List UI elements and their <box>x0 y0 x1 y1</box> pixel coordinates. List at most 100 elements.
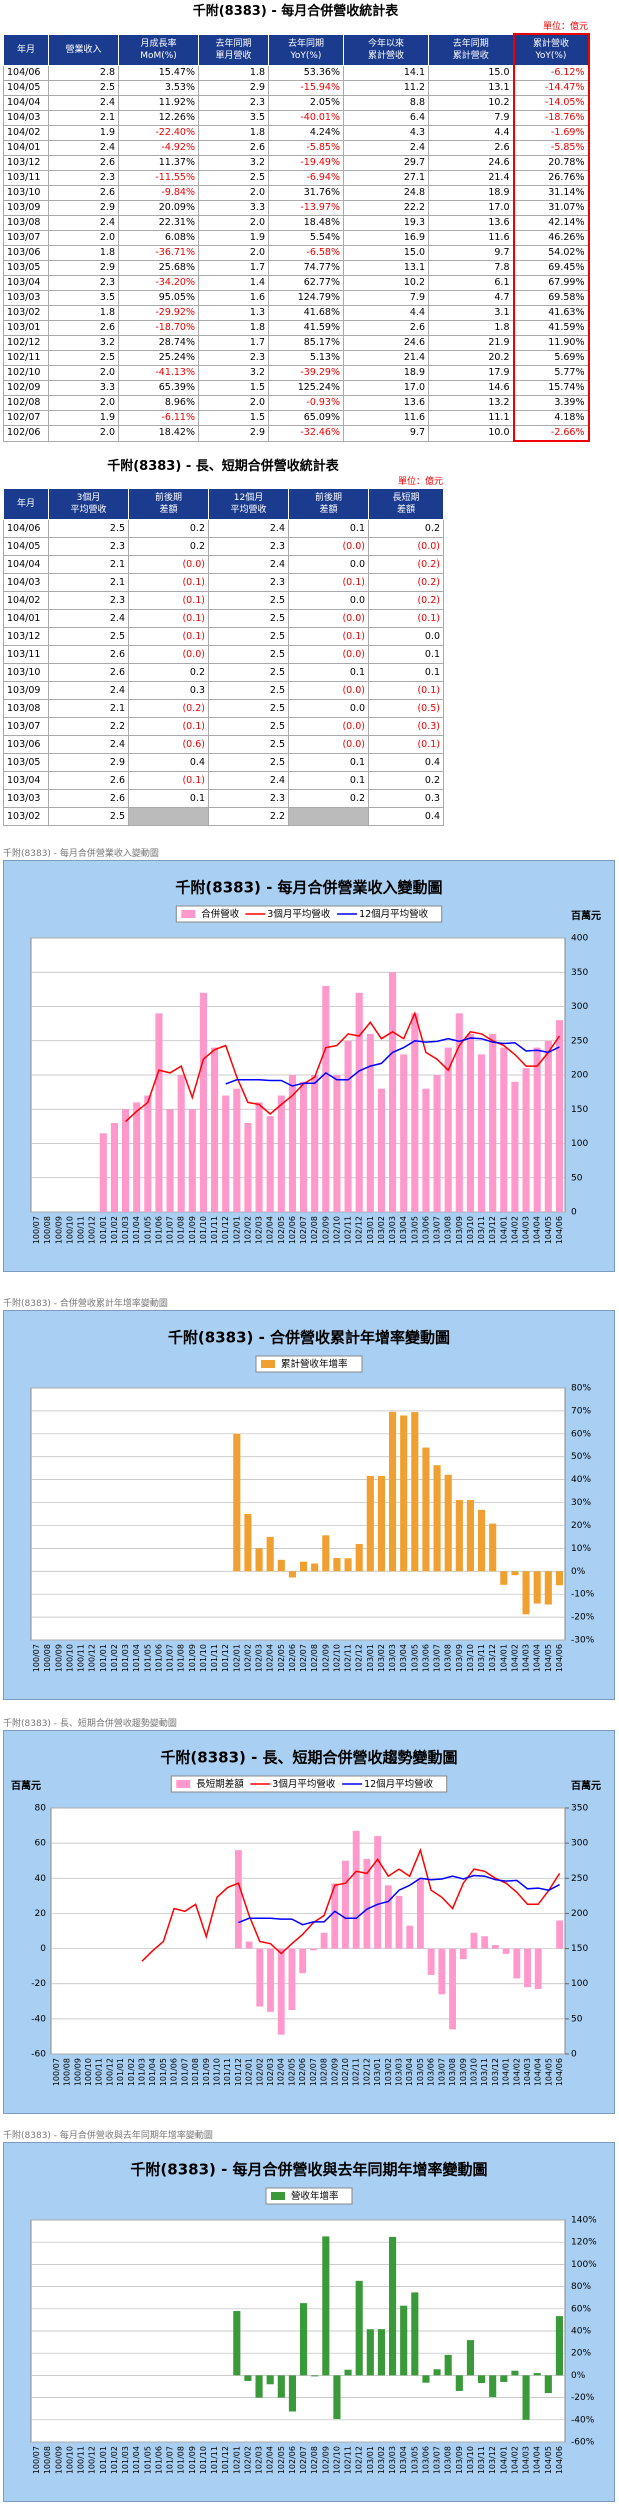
cell: 2.3 <box>208 537 289 556</box>
bar <box>255 1102 263 1212</box>
cell: 2.3 <box>48 537 129 556</box>
cell: 2.6 <box>48 320 119 336</box>
x-tick-label: 104/01 <box>499 1216 508 1244</box>
cell: 2.3 <box>48 170 119 186</box>
cell: 41.63% <box>512 305 590 321</box>
cell: 46.26% <box>512 230 590 246</box>
y-tick-label: -60 <box>31 2050 46 2060</box>
cell: 4.4 <box>343 305 429 321</box>
bar <box>288 2375 296 2412</box>
cell: 13.2 <box>428 395 514 411</box>
x-tick-label: 103/11 <box>480 2058 489 2086</box>
cell: 2.9 <box>48 200 119 216</box>
cell: 15.0 <box>343 245 429 261</box>
x-tick-label: 101/01 <box>116 2058 125 2086</box>
row: 103/03 3.5 95.05% 1.6 124.79% 7.9 4.7 69.58% <box>3 290 590 306</box>
cell: -4.92% <box>118 140 199 156</box>
x-tick-label: 103/02 <box>384 2058 393 2086</box>
x-tick-label: 101/06 <box>154 2446 163 2474</box>
y-tick-label: 0 <box>571 2050 577 2060</box>
cell: 103/03 <box>3 789 49 808</box>
header-text: 月成長率 <box>140 38 177 49</box>
bar <box>438 1948 446 1995</box>
row: 103/11 2.6 (0.0) 2.5 (0.0) 0.1 <box>3 645 444 664</box>
x-tick-label: 103/05 <box>410 1216 419 1244</box>
bar <box>481 1936 489 1949</box>
average-table: 千附(8383) - 長、短期合併營收統計表 單位：億元 年月 3個月 平均營收 前後… <box>3 458 444 826</box>
header-cell: 年月 <box>3 488 49 520</box>
cell: 1.5 <box>198 380 269 396</box>
bar <box>444 1047 452 1212</box>
cell: 5.54% <box>268 230 344 246</box>
y-tick-label: -20% <box>571 1613 595 1623</box>
bar <box>344 1558 352 1572</box>
cell: 2.5 <box>48 807 129 826</box>
row: 103/05 2.9 0.4 2.5 0.1 0.4 <box>3 753 444 772</box>
cell: 11.2 <box>343 80 429 96</box>
cell: (0.2) <box>128 699 209 718</box>
cell: -39.29% <box>268 365 344 381</box>
header-text: 累計營收 <box>367 50 404 61</box>
cell: 85.17% <box>268 335 344 351</box>
cell: 11.90% <box>512 335 590 351</box>
x-tick-label: 100/10 <box>84 2058 93 2086</box>
row: 103/01 2.6 -18.70% 1.8 41.59% 2.6 1.8 41.59% <box>3 320 590 336</box>
cell: 13.1 <box>428 80 514 96</box>
y-tick-label: 0% <box>571 2371 586 2381</box>
cell: 2.5 <box>208 735 289 754</box>
x-tick-label: 101/07 <box>166 2446 175 2474</box>
unit-label: 單位：億元 <box>397 477 443 487</box>
chart-title: 千附(8383) - 每月合併營業收入變動圖 <box>175 879 442 897</box>
cell: 9.7 <box>343 425 429 442</box>
cell: 104/06 <box>3 65 49 81</box>
bar <box>455 1500 463 1572</box>
bar <box>222 1095 230 1212</box>
cell: 3.5 <box>198 110 269 126</box>
y-tick-label: -40% <box>571 2415 595 2425</box>
cell: 2.6 <box>48 185 119 201</box>
y-tick-label: 30% <box>571 1498 591 1508</box>
cell: 95.05% <box>118 290 199 306</box>
cell: 2.0 <box>198 185 269 201</box>
x-tick-label: 104/06 <box>555 2446 564 2474</box>
bar <box>288 1948 296 2011</box>
cell: 1.8 <box>48 245 119 261</box>
cell: 18.48% <box>268 215 344 231</box>
cell: 103/07 <box>3 717 49 736</box>
x-tick-label: 100/07 <box>52 2058 61 2086</box>
bar <box>352 1830 360 1949</box>
bar <box>374 1836 382 1949</box>
y-tick-label: 200 <box>571 1909 588 1919</box>
y-tick-label: 300 <box>571 1839 588 1849</box>
header-text: 12個月 <box>233 493 264 503</box>
cell: 104/01 <box>3 140 49 156</box>
header-cell: 去年同期 單月營收 <box>198 33 269 66</box>
y-tick-label: 140% <box>571 2216 597 2226</box>
cell: 2.5 <box>48 350 119 366</box>
cell: 1.8 <box>198 320 269 336</box>
bar <box>478 1054 486 1212</box>
cell: -14.47% <box>512 80 590 96</box>
bar <box>234 1850 242 1949</box>
bar <box>444 1474 452 1572</box>
row: 103/05 2.9 25.68% 1.7 74.77% 13.1 7.8 69.45% <box>3 260 590 276</box>
y-tick-label: 70% <box>571 1406 591 1416</box>
header-cell: 3個月 平均營收 <box>48 488 129 520</box>
cell: (0.0) <box>288 717 369 736</box>
cell: 31.07% <box>512 200 590 216</box>
cell: (0.2) <box>368 555 444 574</box>
bar <box>199 992 207 1212</box>
x-tick-label: 102/12 <box>355 1644 364 1672</box>
cell: 0.0 <box>288 699 369 718</box>
chart-caption: 千附(8383) - 每月合併營收與去年同期年增率變動圖 <box>3 2131 213 2141</box>
x-tick-label: 103/09 <box>455 1644 464 1672</box>
plot-area <box>50 1807 566 2055</box>
bar <box>355 2280 363 2376</box>
cell: 0.2 <box>128 519 209 538</box>
cell: 3.39% <box>512 395 590 411</box>
header-text: YoY(%) <box>290 50 322 61</box>
row: 103/08 2.4 22.31% 2.0 18.48% 19.3 13.6 42.14% <box>3 215 590 231</box>
bar <box>489 1523 497 1572</box>
bar <box>544 1040 552 1212</box>
